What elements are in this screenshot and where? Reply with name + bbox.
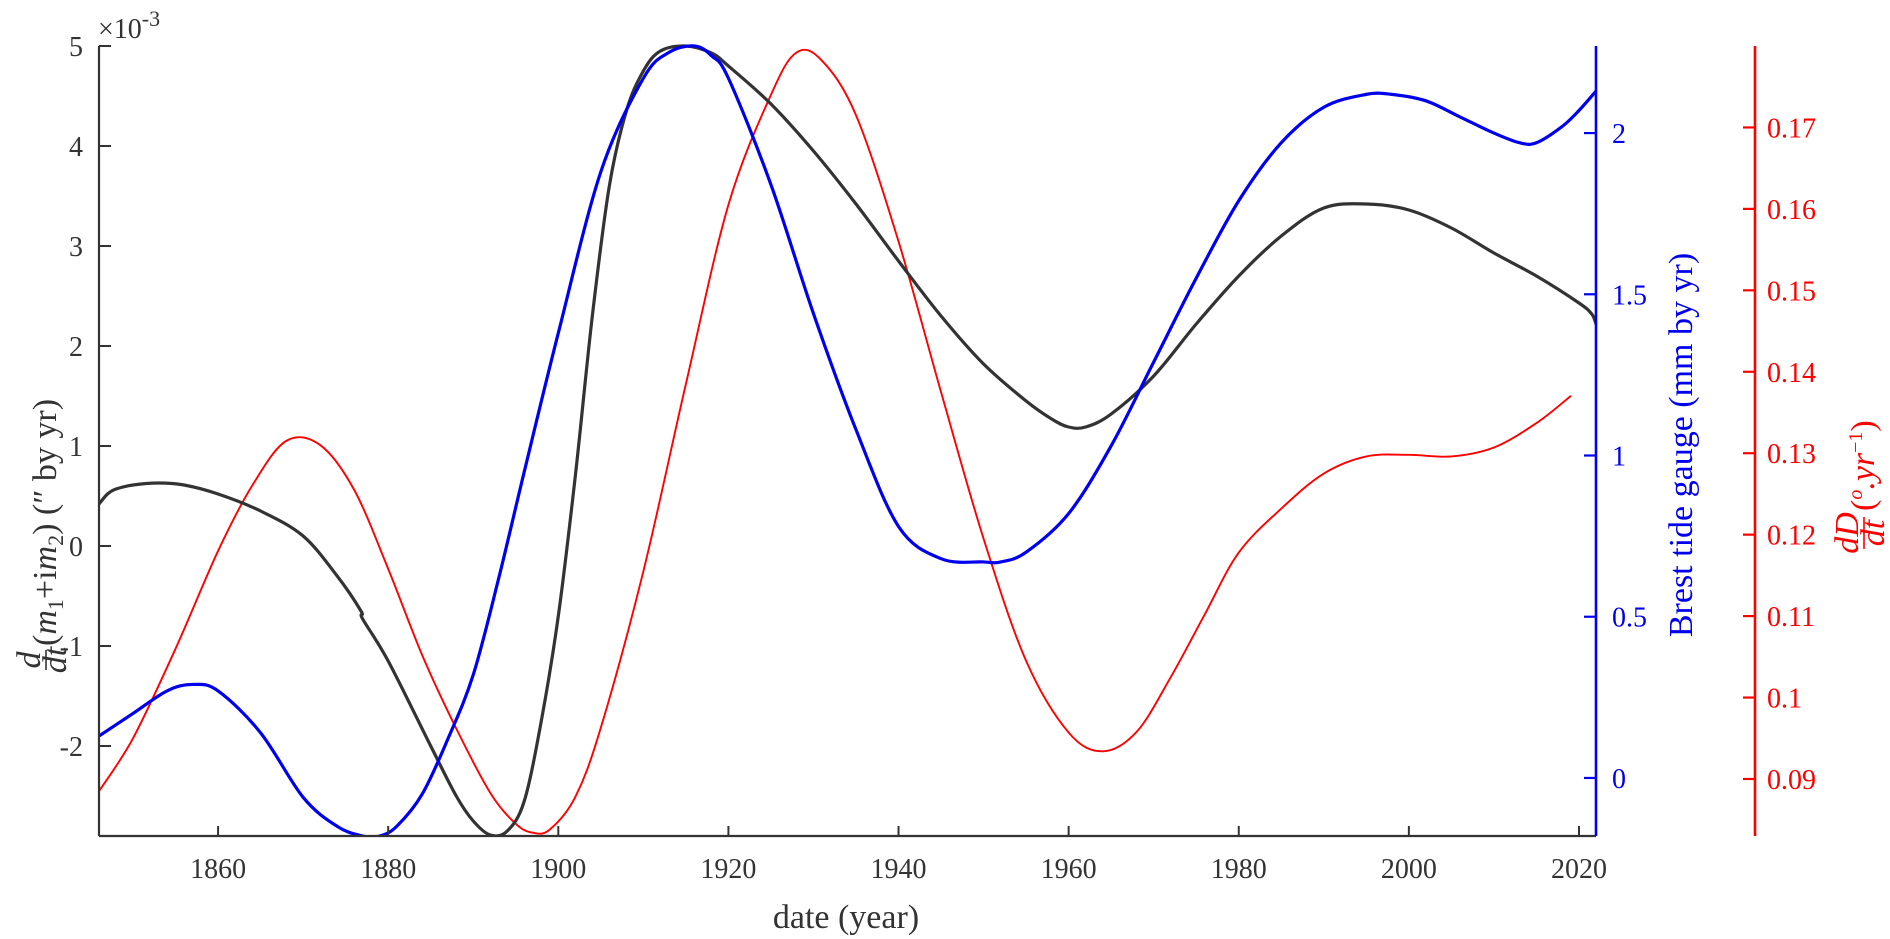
- right1-tick-label: 0: [1612, 764, 1626, 795]
- series-line-brest-tide: [99, 44, 1596, 836]
- right2-tick-label: 0.16: [1767, 195, 1816, 226]
- right1-tick-label: 2: [1612, 119, 1626, 150]
- left-tick-label: 3: [69, 232, 83, 263]
- multiplier-base: ×10: [98, 14, 142, 45]
- right2-tick-label: 0.13: [1767, 439, 1816, 470]
- right2-title-body: (o.yr−1): [1845, 420, 1882, 511]
- x-tick-label: 1880: [360, 854, 416, 885]
- left-axis-multiplier: ×10-3: [98, 6, 160, 45]
- plot-area: [99, 44, 1596, 836]
- right1-axis-title: Brest tide gauge (mm by yr): [1663, 253, 1700, 637]
- series-line-dddt: [99, 48, 1572, 835]
- x-tick-label: 2020: [1551, 854, 1607, 885]
- right2-title-frac-den: dt: [1855, 518, 1890, 546]
- left-axis-title: d dt (m1+im2) (″ by yr): [11, 399, 74, 673]
- x-axis: 1860 1880 1900 1920 1940 1960 1980 2000 2020: [99, 826, 1607, 885]
- left-title-frac-den: dt: [37, 645, 74, 673]
- left-title-body: (m1+im2) (″ by yr): [27, 399, 68, 646]
- right2-tick-label: 0.14: [1767, 358, 1816, 389]
- left-y-axis: -2 -1 0 1 2 3 4 5: [60, 32, 111, 836]
- x-tick-label: 1940: [871, 854, 927, 885]
- right1-tick-label: 1.5: [1612, 280, 1647, 311]
- x-tick-label: 2000: [1381, 854, 1437, 885]
- right1-tick-label: 0.5: [1612, 603, 1647, 634]
- right2-title-frac-num: dD: [1829, 512, 1866, 554]
- right2-axis-title: dD dt (o.yr−1): [1829, 420, 1890, 554]
- x-axis-title: date (year): [773, 899, 919, 936]
- x-tick-label: 1920: [700, 854, 756, 885]
- left-tick-label: 5: [69, 32, 83, 63]
- right2-tick-label: 0.12: [1767, 521, 1816, 552]
- right-y-axis-brest: 0 0.5 1 1.5 2: [1584, 46, 1647, 836]
- left-tick-label: 1: [69, 432, 83, 463]
- right2-tick-label: 0.1: [1767, 684, 1802, 715]
- right2-tick-label: 0.17: [1767, 113, 1816, 144]
- right2-tick-label: 0.11: [1767, 602, 1815, 633]
- right2-tick-label: 0.09: [1767, 765, 1816, 796]
- right2-tick-label: 0.15: [1767, 276, 1816, 307]
- multiplier-exponent: -3: [142, 6, 160, 31]
- x-tick-label: 1860: [190, 854, 246, 885]
- left-tick-label: 0: [69, 532, 83, 563]
- x-tick-label: 1900: [530, 854, 586, 885]
- right1-tick-label: 1: [1612, 442, 1626, 473]
- left-tick-label: 4: [69, 132, 83, 163]
- left-tick-label: -2: [60, 732, 83, 763]
- left-tick-label: -1: [60, 632, 83, 663]
- series-line-polar-motion: [99, 44, 1596, 836]
- left-title-frac-num: d: [11, 651, 48, 669]
- right-y-axis-dddt: 0.09 0.1 0.11 0.12 0.13 0.14 0.15 0.16 0.17: [1743, 46, 1816, 836]
- x-tick-label: 1980: [1211, 854, 1267, 885]
- x-tick-label: 1960: [1041, 854, 1097, 885]
- left-tick-label: 2: [69, 332, 83, 363]
